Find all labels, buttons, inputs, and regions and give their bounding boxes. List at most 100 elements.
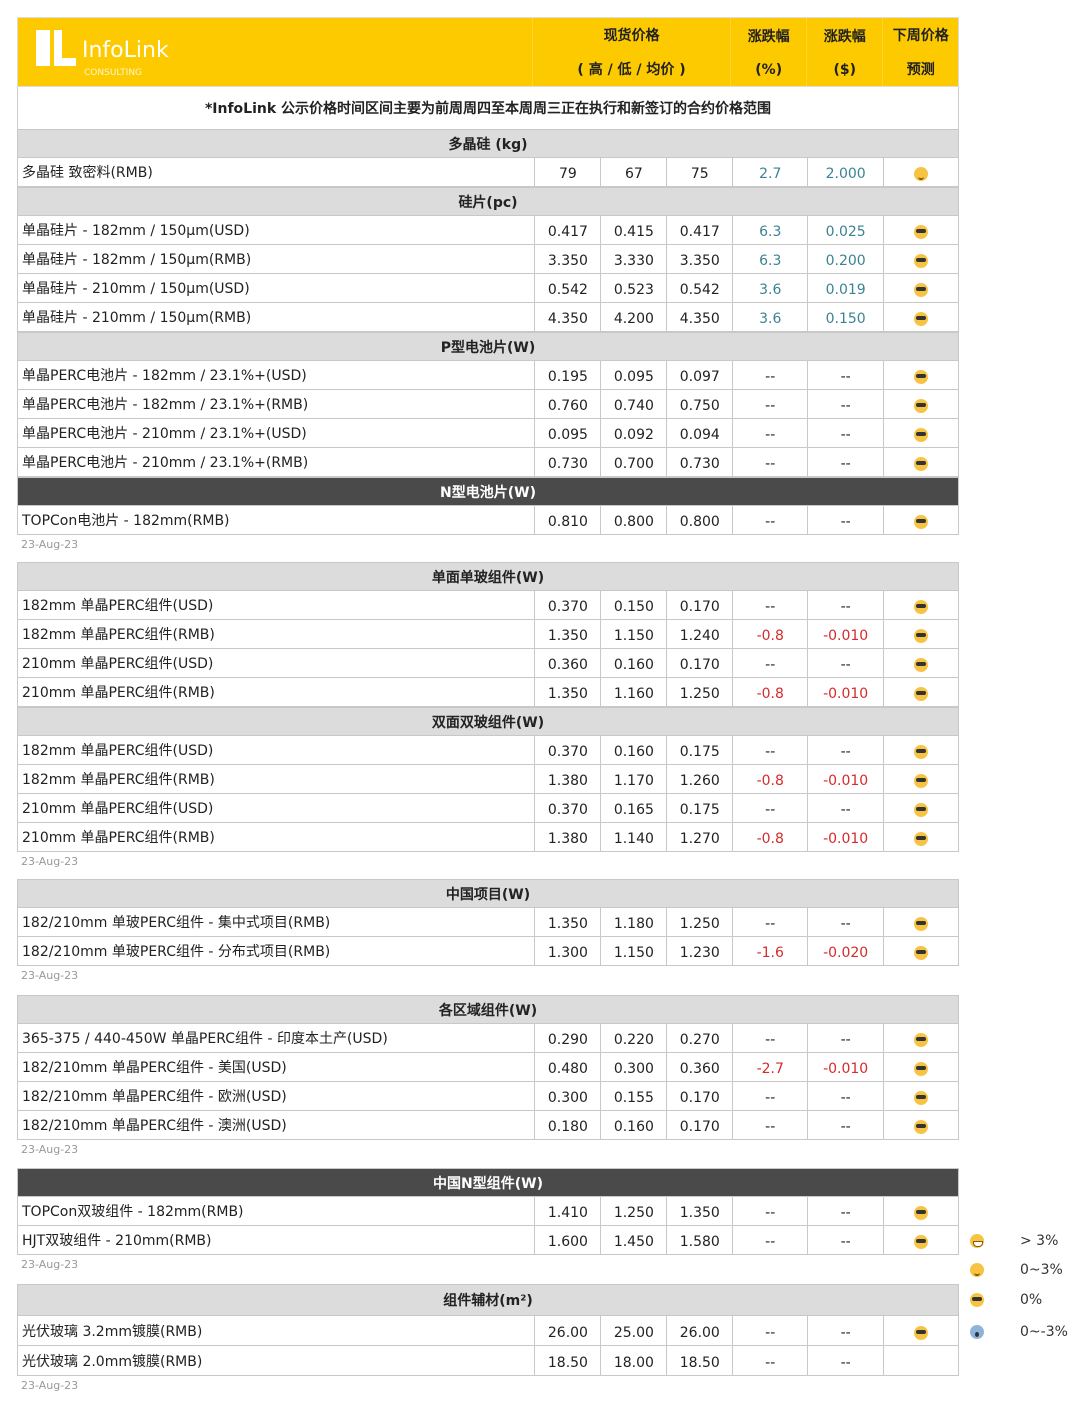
price-low: 0.220 <box>600 1024 666 1052</box>
price-low: 3.330 <box>600 245 666 273</box>
price-low: 4.200 <box>600 303 666 331</box>
price-low: 0.155 <box>600 1082 666 1110</box>
legend-item: 0% <box>970 1288 1070 1312</box>
product-name: 182/210mm 单晶PERC组件 - 美国(USD) <box>22 1060 287 1076</box>
forecast-cell <box>883 620 958 648</box>
section-header: 中国项目(W) <box>17 879 959 908</box>
date-stamp: 23-Aug-23 <box>21 1143 79 1156</box>
table-row: HJT双玻组件 - 210mm(RMB) 1.600 1.450 1.580 -- -- <box>17 1226 959 1255</box>
section-header: 硅片(pc) <box>17 187 959 216</box>
product-name: TOPCon电池片 - 182mm(RMB) <box>22 513 230 529</box>
cool-emoji-icon <box>914 428 929 442</box>
change-pct: 2.7 <box>732 158 807 186</box>
price-block: 多晶硅 (kg) 多晶硅 致密料(RMB) 79 67 75 2.7 2.000 硅片(pc)… <box>17 129 959 558</box>
table-row: 单晶硅片 - 182mm / 150μm(RMB) 3.350 3.330 3.350… <box>17 245 959 274</box>
forecast-cell <box>883 216 958 244</box>
table-row: 单晶PERC电池片 - 182mm / 23.1%+(USD) 0.195 0.09… <box>17 361 959 390</box>
cool-emoji-icon <box>914 283 929 297</box>
price-avg: 1.260 <box>666 765 732 793</box>
price-avg: 0.750 <box>666 390 732 418</box>
product-name: 多晶硅 致密料(RMB) <box>22 165 153 181</box>
change-usd: -- <box>807 1024 883 1052</box>
cool-emoji-icon <box>914 254 929 268</box>
table-row: TOPCon双玻组件 - 182mm(RMB) 1.410 1.250 1.350 --… <box>17 1197 959 1226</box>
table-row: 光伏玻璃 3.2mm镀膜(RMB) 26.00 25.00 26.00 -- -- <box>17 1316 959 1346</box>
price-high: 0.370 <box>534 736 600 764</box>
change-pct: -- <box>732 506 807 534</box>
change-pct: -2.7 <box>732 1053 807 1081</box>
change-pct: 6.3 <box>732 216 807 244</box>
cool-emoji-icon <box>914 515 929 529</box>
col-change-pct: 涨跌幅 (%) <box>730 18 806 86</box>
price-block: 组件辅材(m²) 光伏玻璃 3.2mm镀膜(RMB) 26.00 25.00 26.00… <box>17 1284 959 1399</box>
forecast-cell <box>883 678 958 706</box>
price-avg: 0.170 <box>666 1082 732 1110</box>
section-header: 多晶硅 (kg) <box>17 129 959 158</box>
product-name: 182/210mm 单玻PERC组件 - 集中式项目(RMB) <box>22 915 331 931</box>
change-usd: -- <box>807 506 883 534</box>
price-high: 0.730 <box>534 448 600 476</box>
change-usd: -- <box>807 448 883 476</box>
date-stamp: 23-Aug-23 <box>21 969 79 982</box>
forecast-cell <box>883 274 958 302</box>
change-usd: -0.010 <box>807 678 883 706</box>
price-low: 1.160 <box>600 678 666 706</box>
legend-label: 0~-3% <box>1020 1324 1068 1340</box>
price-avg: 0.170 <box>666 591 732 619</box>
price-high: 1.350 <box>534 620 600 648</box>
price-avg: 18.50 <box>666 1346 732 1375</box>
change-pct: -- <box>732 794 807 822</box>
section-header: P型电池片(W) <box>17 332 959 361</box>
table-row: 182mm 单晶PERC组件(USD) 0.370 0.160 0.175 -- -- <box>17 736 959 765</box>
change-usd: -- <box>807 1111 883 1139</box>
product-name: HJT双玻组件 - 210mm(RMB) <box>22 1233 212 1249</box>
price-low: 25.00 <box>600 1316 666 1345</box>
legend-item: > 3% <box>970 1229 1070 1253</box>
product-name: 210mm 单晶PERC组件(RMB) <box>22 685 215 701</box>
product-name: 182mm 单晶PERC组件(USD) <box>22 743 214 759</box>
price-high: 0.417 <box>534 216 600 244</box>
table-row: 多晶硅 致密料(RMB) 79 67 75 2.7 2.000 <box>17 158 959 187</box>
price-high: 1.410 <box>534 1197 600 1225</box>
table-header: InfoLink CONSULTING 现货价格( 高 / 低 / 均价 ) 涨… <box>17 17 959 87</box>
change-pct: -- <box>732 361 807 389</box>
price-high: 1.350 <box>534 908 600 936</box>
price-high: 0.542 <box>534 274 600 302</box>
change-pct: 3.6 <box>732 274 807 302</box>
change-usd: -- <box>807 390 883 418</box>
price-avg: 0.170 <box>666 649 732 677</box>
forecast-cell <box>883 1053 958 1081</box>
price-high: 0.095 <box>534 419 600 447</box>
section-header: 双面双玻组件(W) <box>17 707 959 736</box>
cool-emoji-icon <box>970 1293 984 1307</box>
price-low: 0.523 <box>600 274 666 302</box>
forecast-cell <box>883 448 958 476</box>
product-name: 单晶PERC电池片 - 182mm / 23.1%+(RMB) <box>22 397 309 413</box>
date-stamp: 23-Aug-23 <box>21 855 79 868</box>
change-usd: -- <box>807 736 883 764</box>
price-high: 0.300 <box>534 1082 600 1110</box>
price-avg: 1.230 <box>666 937 732 965</box>
change-usd: -- <box>807 591 883 619</box>
price-avg: 75 <box>666 158 732 186</box>
forecast-cell <box>883 1346 958 1375</box>
price-block: 单面单玻组件(W) 182mm 单晶PERC组件(USD) 0.370 0.150 0.… <box>17 562 959 875</box>
table-row: 365-375 / 440-450W 单晶PERC组件 - 印度本土产(USD)… <box>17 1024 959 1053</box>
price-high: 1.600 <box>534 1226 600 1254</box>
price-low: 0.740 <box>600 390 666 418</box>
price-avg: 1.580 <box>666 1226 732 1254</box>
table-row: 单晶硅片 - 210mm / 150μm(RMB) 4.350 4.200 4.350… <box>17 303 959 332</box>
table-row: TOPCon电池片 - 182mm(RMB) 0.810 0.800 0.800 -- -… <box>17 506 959 535</box>
change-pct: 6.3 <box>732 245 807 273</box>
change-pct: -- <box>732 1082 807 1110</box>
price-avg: 0.730 <box>666 448 732 476</box>
price-high: 0.370 <box>534 794 600 822</box>
change-pct: -- <box>732 908 807 936</box>
change-usd: 2.000 <box>807 158 883 186</box>
forecast-cell <box>883 823 958 851</box>
price-block: 各区域组件(W) 365-375 / 440-450W 单晶PERC组件 - 印度… <box>17 995 959 1163</box>
cool-emoji-icon <box>914 629 929 643</box>
price-low: 0.160 <box>600 736 666 764</box>
price-low: 1.170 <box>600 765 666 793</box>
cool-emoji-icon <box>914 457 929 471</box>
